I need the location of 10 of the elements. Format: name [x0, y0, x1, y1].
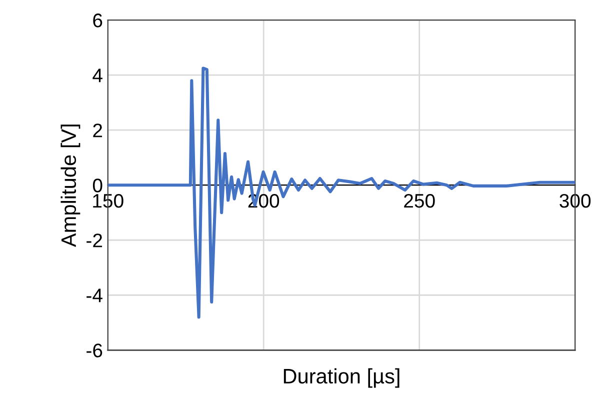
y-tick-label: 6 — [93, 14, 102, 28]
y-tick-label: -2 — [86, 234, 102, 248]
y-axis-title: Amplitude [V] — [60, 124, 80, 248]
y-tick-label: 2 — [93, 124, 102, 138]
x-axis-title: Duration [µs] — [284, 368, 400, 388]
y-tick-label: 4 — [92, 68, 102, 82]
y-tick-label: -4 — [86, 288, 102, 302]
y-tick-label: -6 — [86, 344, 102, 358]
y-tick-label: 0 — [92, 178, 102, 192]
x-tick-label: 250 — [404, 194, 435, 208]
